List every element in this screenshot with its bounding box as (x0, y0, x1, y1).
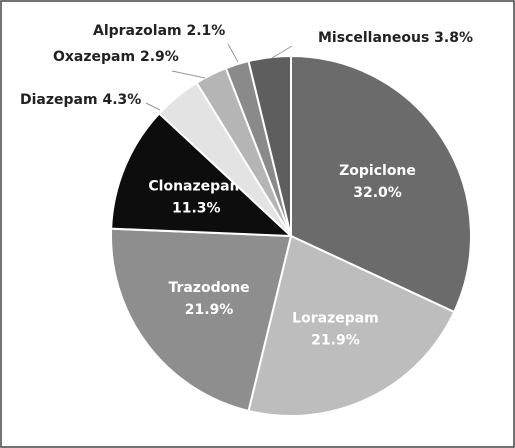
pie-slice (110, 111, 294, 238)
slice-label: Miscellaneous 3.8% (318, 30, 473, 46)
value-label: 2.9% (140, 49, 179, 65)
category-label: Trazodone (168, 280, 249, 296)
value-label: 21.9% (311, 332, 360, 348)
value-label: 32.0% (353, 185, 402, 201)
category-label: Zopiclone (339, 163, 416, 179)
leader-line (271, 45, 293, 59)
category-label: Alprazolam (93, 23, 182, 39)
value-label: 4.3% (102, 92, 141, 108)
slice-label: Oxazepam 2.9% (53, 49, 179, 65)
category-label: Lorazepam (292, 310, 379, 326)
leader-line (145, 102, 161, 111)
value-label: 11.3% (172, 201, 221, 217)
value-label: 3.8% (434, 30, 473, 46)
value-label: 21.9% (185, 302, 234, 318)
leader-line (171, 70, 206, 79)
category-label: Oxazepam (53, 49, 135, 65)
value-label: 2.1% (186, 23, 225, 39)
category-label: Miscellaneous (318, 30, 429, 46)
leader-line (227, 43, 239, 63)
pie-slice (290, 54, 472, 314)
slice-label: Diazepam 4.3% (20, 92, 141, 108)
category-label: Clonazepam (148, 179, 244, 195)
pie-slice (247, 234, 456, 417)
pie-slice (110, 227, 293, 413)
category-label: Diazepam (20, 92, 98, 108)
slice-label: Alprazolam 2.1% (93, 23, 225, 39)
pie-slice (247, 54, 292, 237)
